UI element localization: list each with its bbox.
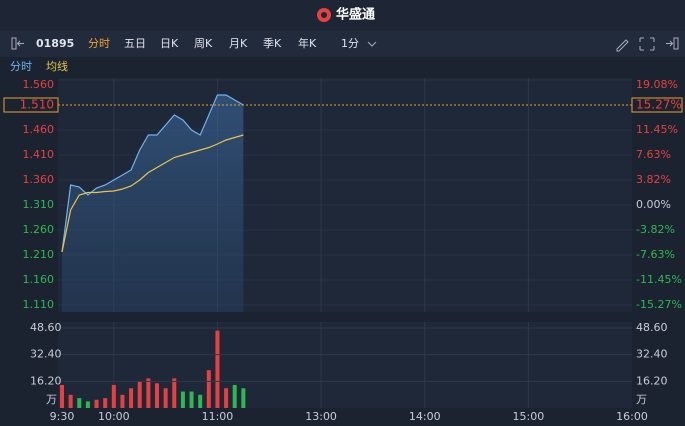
collapse-icon[interactable] (666, 37, 679, 50)
last-price-box (3, 97, 59, 113)
volume-bar (215, 330, 220, 408)
series-line (61, 94, 244, 253)
toolbar (0, 30, 685, 57)
legend-entry[interactable]: 分时 (10, 60, 32, 73)
volume-bar (180, 391, 185, 408)
volume-bar (206, 370, 211, 408)
legend-entry[interactable]: 均线 (46, 59, 68, 73)
volume-bar (146, 378, 151, 408)
volume-bar (137, 381, 142, 408)
y-tick-label: 1.160 (23, 273, 55, 286)
tab[interactable]: 1分 (341, 37, 359, 50)
y-tick-label: 1.560 (23, 78, 55, 91)
volume-bar (111, 384, 116, 408)
volume-bar (224, 388, 229, 408)
last-price-label: 1.510 (20, 98, 54, 112)
x-tick-label: 13:00 (305, 410, 337, 423)
edit-icon[interactable] (616, 39, 629, 52)
y2-tick-label: -11.45% (636, 273, 682, 286)
price-area (62, 95, 244, 312)
volume-bar (172, 378, 177, 408)
volume-bar (94, 399, 99, 408)
volume-bar (163, 388, 168, 408)
tab[interactable]: 五日 (124, 37, 146, 50)
last-change-box (631, 97, 683, 113)
x-tick-label: 9:30 (50, 410, 75, 423)
tab[interactable]: 周K (194, 37, 213, 50)
volume-bar (85, 401, 90, 408)
y-tick-label: 1.110 (23, 298, 55, 311)
x-tick-label: 10:00 (98, 410, 130, 423)
volume-bar (120, 394, 125, 408)
logo (317, 8, 331, 22)
volume-bar (77, 398, 82, 408)
x-tick-label: 11:00 (202, 410, 234, 423)
y2-tick-label: -7.63% (636, 248, 675, 261)
volume-bar (198, 394, 203, 408)
volume-bar (155, 383, 159, 408)
y2-tick-label: 11.45% (636, 123, 678, 136)
app-title: 华盛通 (336, 7, 375, 23)
volume-bar (68, 394, 73, 408)
x-tick-label: 15:00 (513, 410, 545, 423)
y2-tick-label: -15.27% (636, 298, 682, 311)
volume-bar (129, 388, 134, 408)
y2-tick-label: 0.00% (636, 198, 671, 211)
volume-bar (103, 398, 108, 408)
dropdown-arrow[interactable] (367, 41, 377, 47)
y-tick-label: 1.310 (23, 198, 55, 211)
tab[interactable]: 季K (263, 37, 282, 50)
y2-tick-label: 19.08% (636, 78, 678, 91)
y-tick-label: 48.60 (636, 321, 668, 334)
tab[interactable]: 月K (229, 37, 248, 50)
tab[interactable]: 日K (160, 37, 179, 50)
tab[interactable]: 年K (298, 36, 317, 50)
y-axis-unit: 万 (636, 393, 647, 406)
volume-panel (58, 322, 632, 408)
y-axis-unit: 万 (46, 393, 57, 406)
y-tick-label: 16.20 (30, 374, 62, 387)
y2-tick-label: -3.82% (636, 223, 675, 236)
y-tick-label: 1.410 (23, 148, 55, 161)
series-line (61, 134, 244, 253)
header-bar (0, 0, 685, 29)
y-tick-label: 48.60 (30, 321, 62, 334)
last-change-label: 15.27% (636, 98, 682, 112)
y-tick-label: 32.40 (30, 348, 62, 361)
x-tick-label: 14:00 (409, 410, 441, 423)
stock-code: 01895 (36, 37, 74, 50)
y2-tick-label: 7.63% (636, 148, 671, 161)
tab[interactable]: 分时 (88, 37, 110, 50)
y-tick-label: 1.360 (23, 173, 55, 186)
expand-icon[interactable] (639, 37, 655, 51)
volume-bar (232, 384, 237, 408)
toggle-icon[interactable] (11, 37, 24, 50)
y-tick-label: 32.40 (636, 348, 668, 361)
y-tick-label: 1.210 (23, 248, 55, 261)
subbar (0, 58, 685, 77)
y2-tick-label: 3.82% (636, 173, 671, 186)
volume-bar (60, 384, 64, 408)
volume-bar (241, 388, 246, 408)
x-tick-label: 16:00 (616, 410, 648, 423)
y-tick-label: 16.20 (636, 374, 668, 387)
volume-bar (189, 391, 194, 408)
y-tick-label: 1.460 (23, 123, 55, 136)
y-tick-label: 1.260 (23, 223, 55, 236)
